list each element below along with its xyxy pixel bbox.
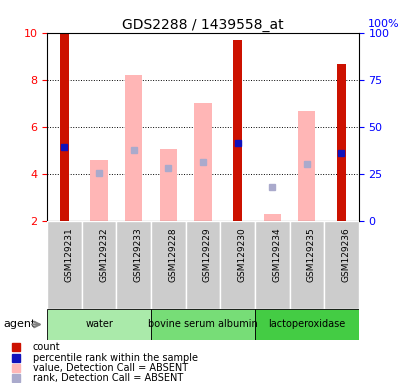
Bar: [116, 221, 151, 309]
Bar: [81, 221, 116, 309]
Bar: [125, 75, 142, 221]
Text: GSM129236: GSM129236: [341, 227, 350, 282]
Text: GSM129229: GSM129229: [202, 227, 211, 281]
Bar: [47, 309, 151, 340]
Bar: [324, 221, 358, 309]
Bar: [151, 309, 254, 340]
Bar: [289, 221, 324, 309]
Bar: [151, 221, 185, 309]
Text: GSM129235: GSM129235: [306, 227, 315, 282]
Bar: [297, 111, 315, 221]
Text: rank, Detection Call = ABSENT: rank, Detection Call = ABSENT: [33, 373, 182, 383]
Bar: [59, 33, 69, 221]
Text: GSM129228: GSM129228: [168, 227, 177, 281]
Text: GSM129234: GSM129234: [272, 227, 281, 281]
Text: water: water: [85, 319, 113, 329]
Bar: [336, 65, 346, 221]
Text: lactoperoxidase: lactoperoxidase: [267, 319, 345, 329]
Text: percentile rank within the sample: percentile rank within the sample: [33, 353, 197, 362]
Bar: [194, 103, 211, 221]
Bar: [220, 221, 254, 309]
Bar: [254, 221, 289, 309]
Text: GSM129232: GSM129232: [99, 227, 108, 281]
Text: value, Detection Call = ABSENT: value, Detection Call = ABSENT: [33, 363, 187, 373]
Text: GSM129230: GSM129230: [237, 227, 246, 282]
Text: count: count: [33, 343, 60, 353]
Y-axis label: 100%: 100%: [367, 19, 398, 29]
Title: GDS2288 / 1439558_at: GDS2288 / 1439558_at: [122, 18, 283, 31]
Bar: [90, 160, 108, 221]
Text: GSM129233: GSM129233: [133, 227, 142, 282]
Bar: [254, 309, 358, 340]
Bar: [159, 149, 177, 221]
Text: GSM129231: GSM129231: [64, 227, 73, 282]
Bar: [232, 40, 242, 221]
Text: bovine serum albumin: bovine serum albumin: [148, 319, 257, 329]
Text: agent: agent: [4, 319, 36, 329]
Bar: [47, 221, 81, 309]
Bar: [185, 221, 220, 309]
Bar: [263, 214, 280, 221]
